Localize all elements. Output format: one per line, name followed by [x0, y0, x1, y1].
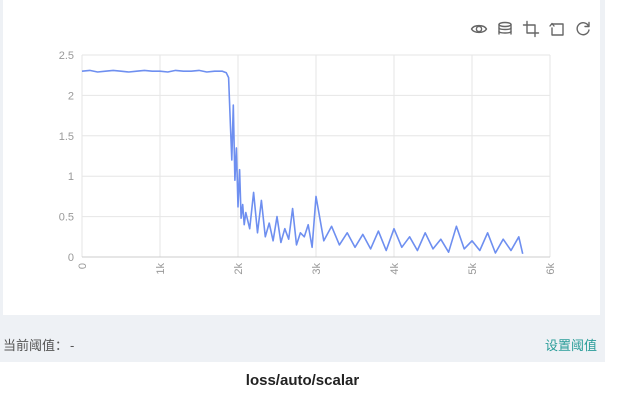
x-tick-label: 3k: [311, 263, 323, 275]
x-tick-label: 4k: [389, 263, 401, 275]
layers-button[interactable]: [495, 19, 515, 39]
chart-card: 0 0.5 1 1.5 2 2.5 0 1k 2k 3k 4k 5k 6k: [0, 0, 605, 362]
y-tick-label: 2: [68, 90, 74, 102]
y-tick-label: 0.5: [59, 212, 74, 224]
threshold-value: -: [70, 338, 75, 353]
series-layer: [81, 69, 524, 254]
series-line-0: [81, 69, 524, 254]
undo-icon: [549, 22, 564, 36]
refresh-button[interactable]: [573, 19, 593, 39]
y-tick-label: 1: [68, 171, 74, 183]
threshold-label-text: 当前阈值：: [3, 338, 69, 353]
crop-zoom-button[interactable]: [521, 19, 541, 39]
set-threshold-link[interactable]: 设置阈值: [544, 338, 597, 353]
crop-icon: [522, 20, 540, 38]
eye-icon: [470, 24, 488, 34]
y-tick-label: 2.5: [59, 50, 74, 62]
x-tick-label: 5k: [467, 263, 479, 275]
x-tick-labels: 0 1k 2k 3k 4k 5k 6k: [77, 263, 557, 275]
x-tick-label: 6k: [545, 263, 557, 275]
y-tick-label: 1.5: [59, 131, 74, 143]
toggle-visibility-button[interactable]: [469, 19, 489, 39]
threshold-bar: 当前阈值： - 设置阈值: [0, 322, 605, 362]
plot-panel: [3, 0, 600, 315]
chart-title: loss/auto/scalar: [245, 372, 360, 389]
layers-icon: [498, 21, 512, 35]
x-tick-label: 2k: [233, 263, 245, 275]
threshold-label: 当前阈值： -: [3, 335, 74, 354]
chart-toolbar: [469, 19, 593, 39]
grid: [81, 54, 551, 258]
refresh-icon: [576, 21, 590, 36]
y-tick-label: 0: [68, 252, 74, 264]
y-tick-labels: 0 0.5 1 1.5 2 2.5: [59, 50, 74, 264]
chart-svg: 0 0.5 1 1.5 2 2.5 0 1k 2k 3k 4k 5k 6k: [59, 50, 557, 275]
zoom-reset-button[interactable]: [547, 19, 567, 39]
x-tick-label: 1k: [155, 263, 167, 275]
x-tick-label: 0: [77, 263, 89, 269]
